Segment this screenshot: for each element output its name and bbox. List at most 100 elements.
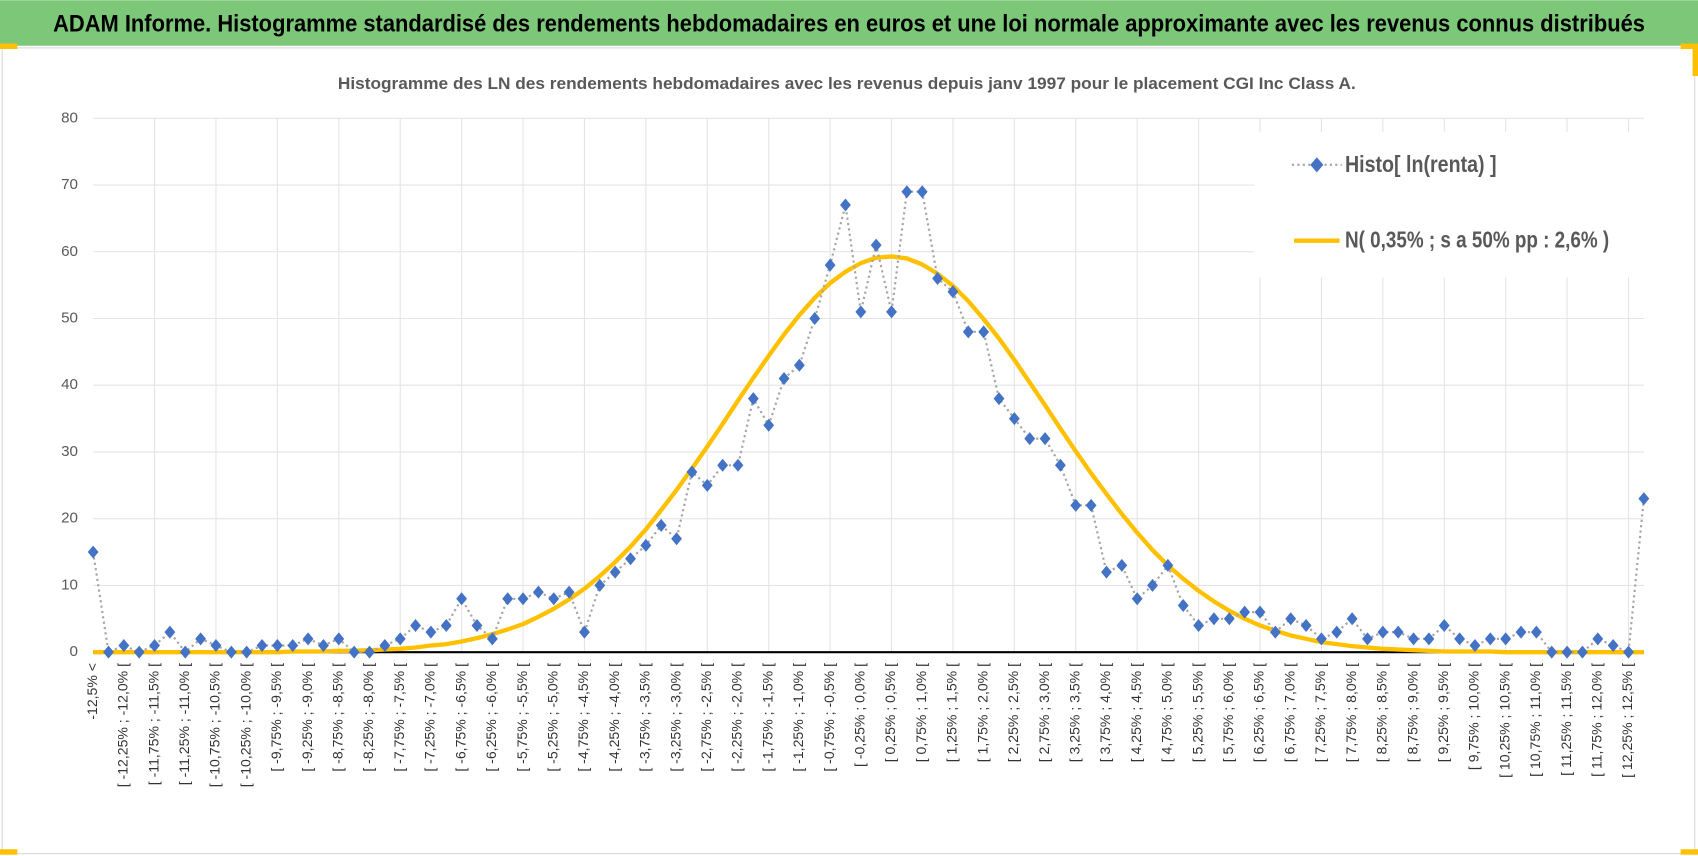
histo-marker <box>1070 498 1082 512</box>
histo-marker <box>1577 645 1588 659</box>
histo-marker <box>179 645 191 659</box>
histo-marker <box>302 632 314 646</box>
histo-marker <box>1423 632 1435 646</box>
x-tick-label: [ -2,25% ; -2,0% [ <box>729 663 745 772</box>
legend: Histo[ ln(renta) ] N( 0,35% ; s a 50% pp … <box>1254 132 1647 278</box>
x-tick-label: [ -12,25% ; -12,0% [ <box>115 663 131 787</box>
histo-marker <box>793 358 805 372</box>
histo-marker <box>149 638 160 652</box>
histo-marker <box>394 632 406 646</box>
histo-marker <box>1469 638 1481 652</box>
histo-marker <box>532 585 544 599</box>
histo-marker <box>456 592 468 606</box>
y-tick-label: 80 <box>61 109 78 126</box>
histo-marker <box>1269 625 1281 639</box>
histo-marker <box>978 325 990 339</box>
histo-marker <box>579 625 590 639</box>
corner-mark <box>1692 43 1698 77</box>
legend-label: N( 0,35% ; s a 50% pp : 2,6% ) <box>1345 227 1609 253</box>
histo-marker <box>318 638 329 652</box>
x-tick-label: [ -0,75% ; -0,5% [ <box>821 663 837 772</box>
histo-marker <box>1331 625 1343 639</box>
histo-marker <box>1162 558 1174 572</box>
histo-marker <box>1377 625 1389 639</box>
histo-marker <box>625 552 636 566</box>
x-tick-label: [ 7,75% ; 8,0% [ <box>1343 663 1359 762</box>
x-tick-label: -12,5% < <box>84 663 100 720</box>
histo-marker <box>609 565 621 579</box>
x-tick-label: [ 0,75% ; 1,0% [ <box>913 663 929 762</box>
y-tick-label: 0 <box>70 643 78 660</box>
histo-marker <box>1592 632 1604 646</box>
x-tick-label: [ 4,25% ; 4,5% [ <box>1128 663 1144 762</box>
histo-marker <box>855 305 867 319</box>
histo-marker <box>210 638 222 652</box>
histo-marker <box>164 625 176 639</box>
x-tick-label: [ 7,25% ; 7,5% [ <box>1312 663 1328 762</box>
histo-marker <box>1024 432 1036 446</box>
x-tick-label: [ -10,25% ; -10,0% [ <box>237 663 253 787</box>
x-tick-label: [ 1,75% ; 2,0% [ <box>974 663 990 762</box>
x-tick-label: [ 9,75% ; 10,0% [ <box>1466 663 1482 770</box>
y-tick-label: 50 <box>61 309 78 326</box>
y-tick-label: 60 <box>61 243 78 260</box>
corner-mark <box>1680 43 1698 49</box>
histo-marker <box>1392 625 1404 639</box>
histo-marker <box>486 632 498 646</box>
y-tick-label: 70 <box>61 176 78 193</box>
x-tick-label: [ -6,25% ; -6,0% [ <box>483 663 499 772</box>
x-tick-label: [ -1,25% ; -1,0% [ <box>790 663 806 772</box>
histo-marker <box>717 458 729 472</box>
x-tick-label: [ -5,75% ; -5,5% [ <box>514 663 530 772</box>
histo-marker <box>241 645 253 659</box>
x-tick-label: [ 11,25% ; 11,5% [ <box>1558 663 1574 776</box>
y-tick-label: 10 <box>61 576 78 593</box>
histo-marker <box>1101 565 1112 579</box>
histo-marker <box>471 618 483 632</box>
histo-marker <box>1300 618 1312 632</box>
corner-mark <box>0 849 18 855</box>
histo-marker <box>947 285 959 299</box>
grid: 0 10 20 30 40 50 60 70 80 -12,5% < [ -12,25% ; -12… <box>61 109 1644 787</box>
x-tick-label: [ -5,25% ; -5,0% [ <box>544 663 560 772</box>
x-tick-label: [ 11,75% ; 12,0% [ <box>1589 663 1605 777</box>
histo-marker <box>1454 632 1466 646</box>
x-tick-label: [ -11,75% ; -11,5% [ <box>145 663 161 785</box>
histo-marker <box>333 632 345 646</box>
histo-marker <box>962 325 974 339</box>
histo-marker <box>886 305 897 319</box>
histo-marker <box>502 592 514 606</box>
x-tick-label: [ 0,25% ; 0,5% [ <box>882 663 898 762</box>
histo-marker <box>1254 605 1266 619</box>
histo-marker <box>425 625 437 639</box>
histo-marker <box>1085 498 1097 512</box>
x-tick-label: [ -7,25% ; -7,0% [ <box>422 663 438 772</box>
histo-marker <box>1500 632 1512 646</box>
histo-marker <box>1008 412 1020 426</box>
x-tick-label: [ 10,75% ; 11,0% [ <box>1527 663 1543 777</box>
histo-marker <box>440 618 452 632</box>
x-tick-label: [ -4,75% ; -4,5% [ <box>575 663 591 772</box>
y-tick-label: 20 <box>61 510 78 527</box>
legend-label: Histo[ ln(renta) ] <box>1345 151 1497 177</box>
x-tick-label: [ -9,75% ; -9,5% [ <box>268 663 284 772</box>
histo-marker <box>87 545 99 559</box>
x-tick-label: [ 3,25% ; 3,5% [ <box>1066 663 1082 762</box>
x-tick-label: [ -8,75% ; -8,5% [ <box>330 663 346 772</box>
y-tick-label: 40 <box>61 376 78 393</box>
x-tick-label: [ 5,25% ; 5,5% [ <box>1189 663 1205 762</box>
histo-marker <box>655 518 667 532</box>
histo-marker <box>932 271 943 285</box>
chart-border <box>1 47 1696 855</box>
x-tick-label: [ -1,75% ; -1,5% [ <box>759 663 775 772</box>
header-band <box>0 0 1698 46</box>
histo-marker <box>410 618 421 632</box>
x-tick-label: [ 8,25% ; 8,5% [ <box>1374 663 1390 762</box>
histo-marker <box>1638 492 1650 506</box>
x-tick-label: [ -3,25% ; -3,0% [ <box>667 663 683 772</box>
y-tick-label: 30 <box>61 443 78 460</box>
histo-marker <box>1177 598 1189 612</box>
histo-marker <box>1239 605 1251 619</box>
histo-marker <box>271 638 283 652</box>
histo-marker <box>1116 558 1128 572</box>
